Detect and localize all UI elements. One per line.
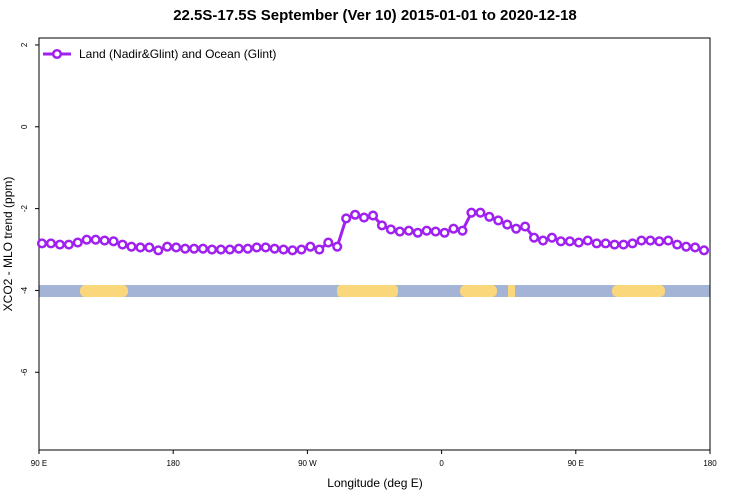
x-tick-label: 0: [439, 459, 444, 468]
data-point: [546, 232, 557, 243]
data-point: [359, 212, 370, 223]
data-point: [591, 238, 602, 249]
data-point: [511, 223, 522, 234]
data-point: [618, 239, 629, 250]
y-tick-label: 2: [20, 42, 29, 47]
y-tick-label: -4: [20, 286, 29, 294]
data-point: [197, 243, 209, 254]
data-point: [144, 242, 155, 253]
data-point: [332, 241, 343, 252]
data-point: [385, 224, 396, 235]
data-point: [394, 226, 405, 237]
data-point: [555, 236, 566, 247]
data-point: [537, 235, 549, 246]
data-point: [672, 239, 683, 250]
data-point: [153, 245, 164, 256]
data-point: [439, 227, 450, 238]
data-point: [528, 232, 540, 243]
data-point: [520, 221, 531, 232]
data-point: [233, 243, 244, 254]
data-point: [242, 243, 253, 254]
data-point: [287, 245, 298, 256]
data-point: [466, 207, 477, 218]
y-tick-label: 0: [20, 124, 29, 129]
data-point: [493, 215, 504, 226]
data-point: [484, 211, 495, 222]
data-point: [627, 238, 638, 249]
land-patch: [337, 285, 398, 297]
data-point: [260, 242, 271, 253]
data-point: [609, 239, 620, 250]
data-point: [314, 244, 325, 255]
data-point: [681, 241, 692, 252]
data-point: [206, 244, 218, 255]
data-point: [663, 235, 674, 246]
data-point: [36, 238, 48, 249]
x-tick-label: 180: [167, 459, 181, 468]
data-point: [448, 223, 459, 234]
data-point: [475, 207, 486, 218]
data-point: [376, 220, 388, 231]
chart-title: 22.5S-17.5S September (Ver 10) 2015-01-0…: [173, 7, 577, 24]
data-point: [63, 239, 74, 250]
data-point: [189, 243, 200, 254]
land-patch: [80, 285, 128, 297]
data-point: [367, 210, 379, 221]
data-point: [117, 239, 128, 250]
data-point: [403, 225, 414, 236]
land-mask: [39, 285, 710, 297]
data-point: [690, 242, 701, 253]
data-point: [412, 227, 423, 238]
data-point: [269, 243, 280, 254]
data-point: [72, 237, 83, 248]
y-tick-label: -2: [20, 205, 29, 213]
land-patch: [460, 285, 497, 297]
x-tick-label: 90 E: [31, 459, 47, 468]
data-point: [278, 244, 289, 255]
data-point: [54, 239, 65, 250]
data-point: [502, 219, 513, 230]
data-point: [698, 245, 710, 256]
land-patch: [612, 285, 665, 297]
data-point: [645, 235, 656, 246]
x-tick-label: 180: [703, 459, 717, 468]
data-point: [305, 241, 316, 252]
data-point: [457, 225, 468, 236]
data-point: [180, 243, 191, 254]
x-tick-label: 90 W: [298, 459, 317, 468]
data-point: [90, 234, 101, 245]
data-point: [421, 225, 432, 236]
data-point: [654, 236, 665, 247]
x-axis-label: Longitude (deg E): [327, 476, 422, 490]
y-tick-label: -6: [20, 368, 29, 376]
data-point: [215, 244, 226, 255]
data-point: [430, 226, 441, 237]
data-point: [162, 241, 173, 252]
data-point: [600, 238, 611, 249]
data-point: [564, 236, 575, 247]
data-point: [573, 237, 584, 248]
land-patch: [508, 285, 515, 297]
data-point: [224, 244, 235, 255]
data-point: [126, 241, 137, 252]
data-point: [582, 235, 593, 246]
x-tick-label: 90 E: [568, 459, 584, 468]
data-point: [81, 234, 92, 245]
data-point: [45, 238, 56, 249]
data-point: [251, 242, 262, 253]
data-point: [323, 237, 334, 248]
data-point: [135, 242, 146, 253]
data-point: [341, 213, 352, 224]
legend-marker: [51, 48, 63, 60]
data-point: [350, 209, 361, 220]
data-point: [636, 235, 647, 246]
data-point: [108, 236, 119, 247]
data-point: [99, 235, 110, 246]
data-point: [171, 242, 182, 253]
y-axis-label: XCO2 - MLO trend (ppm): [1, 177, 15, 312]
data-point: [296, 244, 307, 255]
legend-label: Land (Nadir&Glint) and Ocean (Glint): [79, 47, 276, 61]
